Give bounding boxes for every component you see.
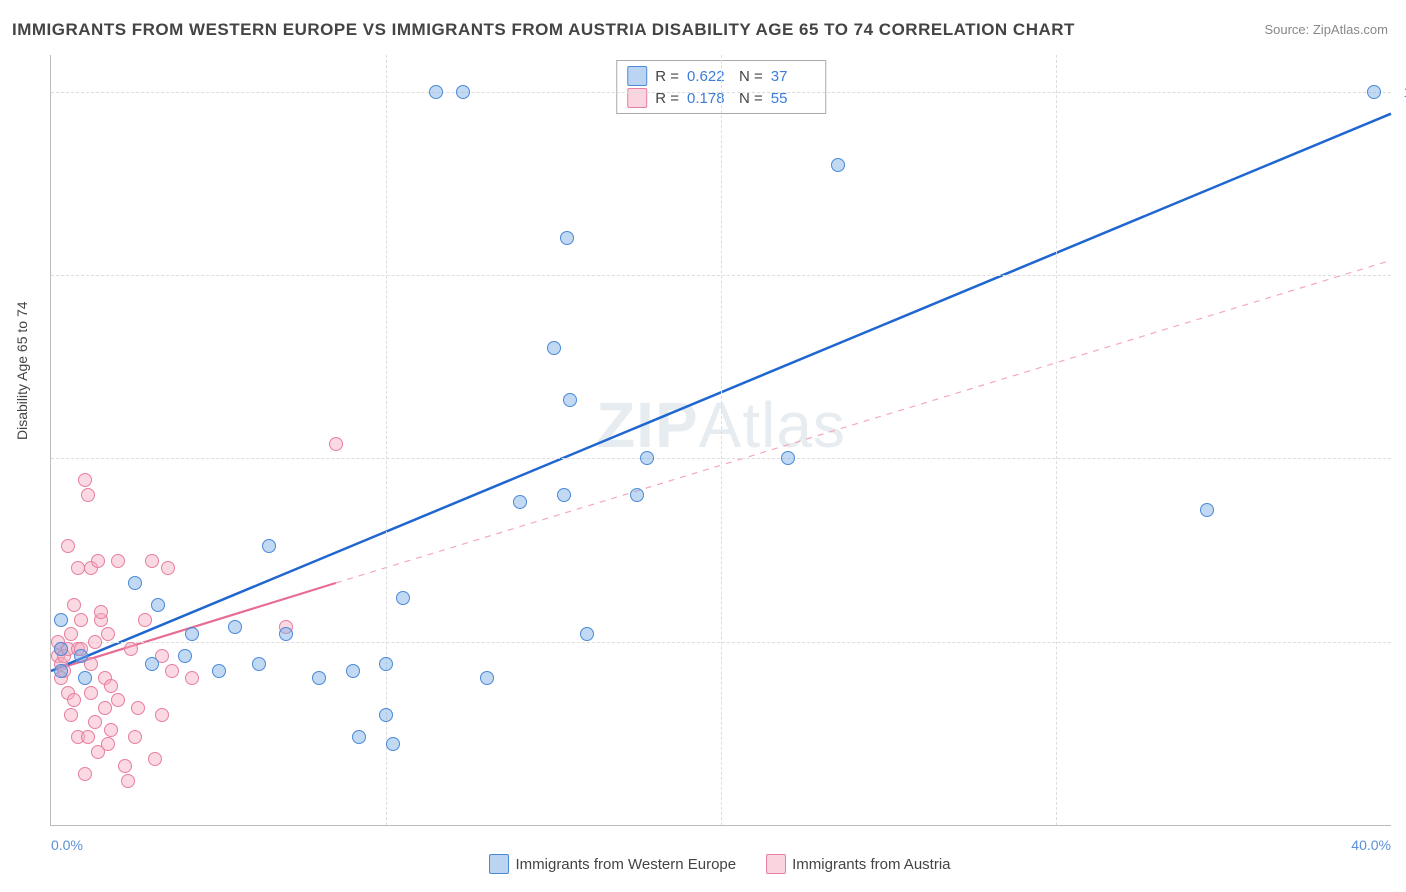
data-point: [145, 554, 159, 568]
swatch-pink-icon: [766, 854, 786, 874]
data-point: [379, 708, 393, 722]
data-point: [67, 693, 81, 707]
data-point: [131, 701, 145, 715]
data-point: [104, 723, 118, 737]
x-tick-label: 0.0%: [51, 837, 83, 853]
y-tick-label: 50.0%: [1396, 450, 1406, 466]
data-point: [74, 649, 88, 663]
y-axis-label: Disability Age 65 to 74: [14, 301, 30, 440]
legend-label-pink: Immigrants from Austria: [792, 856, 950, 873]
data-point: [54, 664, 68, 678]
data-point: [1367, 85, 1381, 99]
data-point: [81, 488, 95, 502]
data-point: [212, 664, 226, 678]
data-point: [547, 341, 561, 355]
data-point: [111, 693, 125, 707]
swatch-blue-icon: [627, 66, 647, 86]
x-tick-label: 40.0%: [1351, 837, 1391, 853]
data-point: [352, 730, 366, 744]
source-prefix: Source:: [1264, 22, 1312, 37]
data-point: [228, 620, 242, 634]
legend-item-blue: Immigrants from Western Europe: [489, 854, 736, 874]
data-point: [54, 642, 68, 656]
gridline-v: [721, 55, 722, 825]
data-point: [91, 554, 105, 568]
source-credit: Source: ZipAtlas.com: [1264, 22, 1388, 37]
data-point: [104, 679, 118, 693]
data-point: [94, 605, 108, 619]
data-point: [185, 627, 199, 641]
data-point: [84, 686, 98, 700]
data-point: [88, 715, 102, 729]
data-point: [178, 649, 192, 663]
data-point: [165, 664, 179, 678]
data-point: [64, 627, 78, 641]
data-point: [81, 730, 95, 744]
chart-title: IMMIGRANTS FROM WESTERN EUROPE VS IMMIGR…: [12, 20, 1075, 40]
n-value-blue: 37: [771, 68, 815, 85]
data-point: [101, 737, 115, 751]
legend-label-blue: Immigrants from Western Europe: [515, 856, 736, 873]
data-point: [560, 231, 574, 245]
legend-item-pink: Immigrants from Austria: [766, 854, 950, 874]
data-point: [185, 671, 199, 685]
data-point: [128, 730, 142, 744]
data-point: [78, 473, 92, 487]
data-point: [98, 701, 112, 715]
n-label: N =: [739, 68, 763, 85]
data-point: [831, 158, 845, 172]
data-point: [128, 576, 142, 590]
data-point: [557, 488, 571, 502]
data-point: [386, 737, 400, 751]
data-point: [329, 437, 343, 451]
data-point: [781, 451, 795, 465]
data-point: [78, 671, 92, 685]
data-point: [145, 657, 159, 671]
data-point: [101, 627, 115, 641]
data-point: [480, 671, 494, 685]
data-point: [67, 598, 81, 612]
series-legend: Immigrants from Western Europe Immigrant…: [50, 854, 1390, 874]
y-tick-label: 75.0%: [1396, 267, 1406, 283]
data-point: [121, 774, 135, 788]
data-point: [151, 598, 165, 612]
r-label: R =: [655, 68, 679, 85]
data-point: [379, 657, 393, 671]
data-point: [563, 393, 577, 407]
data-point: [630, 488, 644, 502]
data-point: [74, 613, 88, 627]
data-point: [148, 752, 162, 766]
data-point: [429, 85, 443, 99]
data-point: [161, 561, 175, 575]
data-point: [312, 671, 326, 685]
data-point: [396, 591, 410, 605]
data-point: [456, 85, 470, 99]
data-point: [124, 642, 138, 656]
y-tick-label: 100.0%: [1396, 84, 1406, 100]
source-link[interactable]: ZipAtlas.com: [1313, 22, 1388, 37]
r-value-blue: 0.622: [687, 68, 731, 85]
data-point: [64, 708, 78, 722]
data-point: [640, 451, 654, 465]
data-point: [88, 635, 102, 649]
data-point: [513, 495, 527, 509]
data-point: [279, 627, 293, 641]
data-point: [78, 767, 92, 781]
gridline-v: [1056, 55, 1057, 825]
y-tick-label: 25.0%: [1396, 634, 1406, 650]
plot-area: ZIPAtlas R = 0.622 N = 37 R = 0.178 N = …: [50, 55, 1391, 826]
data-point: [346, 664, 360, 678]
swatch-blue-icon: [489, 854, 509, 874]
data-point: [155, 708, 169, 722]
data-point: [71, 561, 85, 575]
data-point: [111, 554, 125, 568]
data-point: [54, 613, 68, 627]
data-point: [138, 613, 152, 627]
data-point: [262, 539, 276, 553]
data-point: [61, 539, 75, 553]
data-point: [118, 759, 132, 773]
data-point: [252, 657, 266, 671]
data-point: [580, 627, 594, 641]
data-point: [1200, 503, 1214, 517]
